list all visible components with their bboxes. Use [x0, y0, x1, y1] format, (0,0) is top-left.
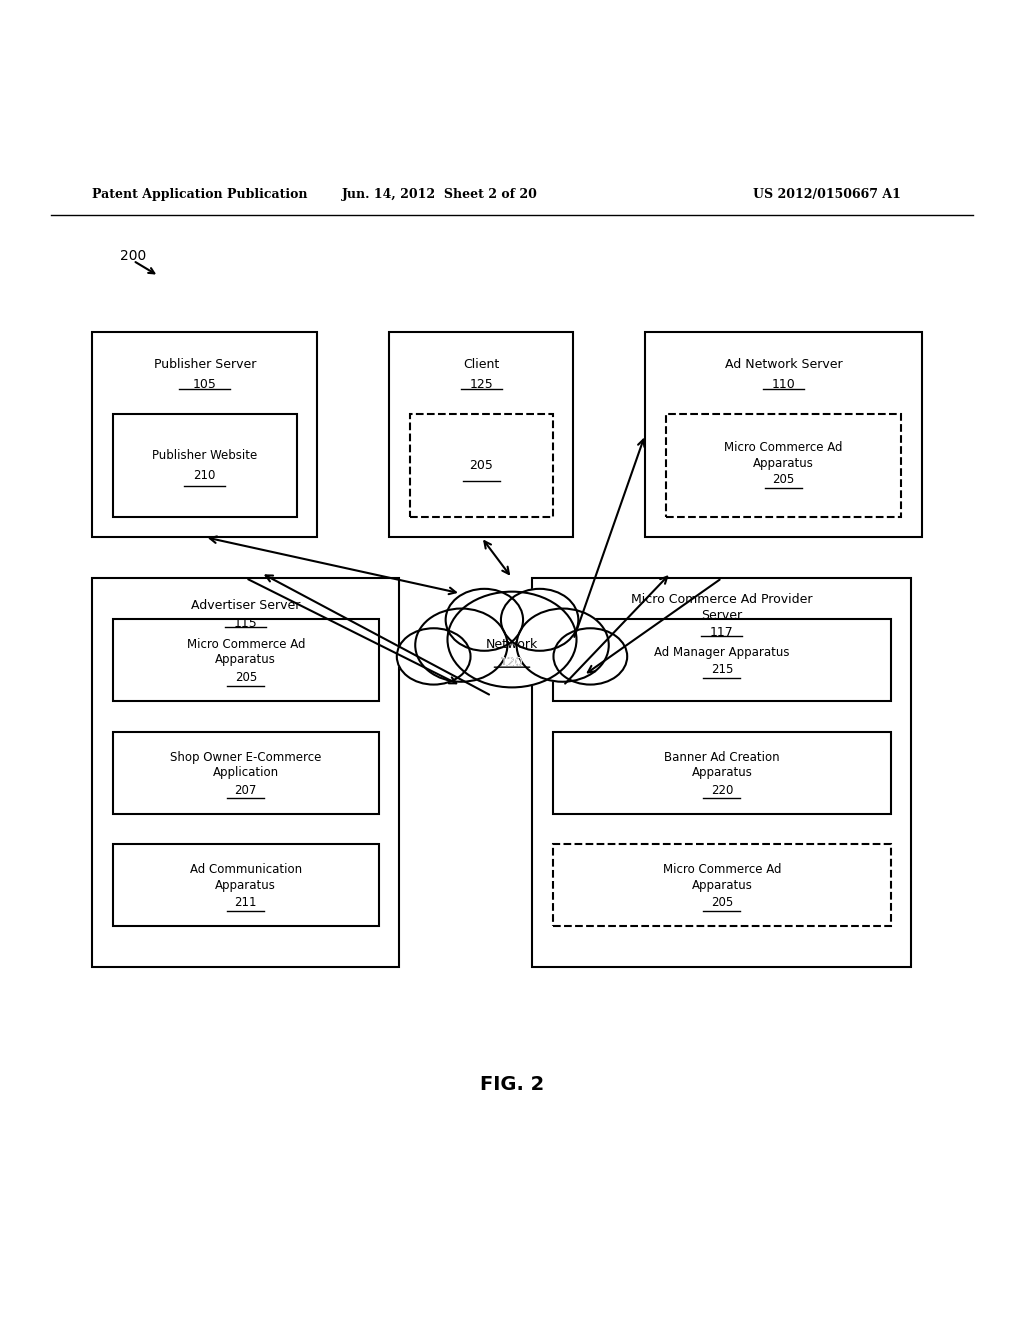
Text: Apparatus: Apparatus	[691, 879, 753, 892]
Text: Apparatus: Apparatus	[215, 653, 276, 667]
Text: 205: 205	[711, 896, 733, 909]
Text: Apparatus: Apparatus	[753, 457, 814, 470]
Text: Advertiser Server: Advertiser Server	[191, 598, 300, 611]
Text: Ad Manager Apparatus: Ad Manager Apparatus	[654, 645, 790, 659]
FancyBboxPatch shape	[553, 731, 891, 813]
Text: Apparatus: Apparatus	[691, 766, 753, 779]
Text: 125: 125	[469, 379, 494, 392]
Text: FIG. 2: FIG. 2	[480, 1076, 544, 1094]
Text: Patent Application Publication: Patent Application Publication	[92, 187, 307, 201]
Ellipse shape	[397, 628, 470, 685]
FancyBboxPatch shape	[92, 333, 317, 537]
FancyBboxPatch shape	[553, 619, 891, 701]
FancyBboxPatch shape	[92, 578, 399, 968]
Text: 105: 105	[193, 379, 217, 392]
Text: Micro Commerce Ad Provider: Micro Commerce Ad Provider	[631, 594, 813, 606]
Text: 110: 110	[771, 379, 796, 392]
Text: 200: 200	[120, 248, 146, 263]
Text: 205: 205	[234, 671, 257, 684]
Ellipse shape	[553, 628, 627, 685]
FancyBboxPatch shape	[389, 333, 573, 537]
Text: Publisher Server: Publisher Server	[154, 358, 256, 371]
FancyBboxPatch shape	[532, 578, 911, 968]
FancyBboxPatch shape	[645, 333, 922, 537]
Text: Server: Server	[701, 609, 742, 622]
Ellipse shape	[516, 609, 608, 681]
Text: Micro Commerce Ad: Micro Commerce Ad	[724, 441, 843, 454]
Text: Network: Network	[485, 638, 539, 651]
Text: 115: 115	[233, 616, 258, 630]
Text: 211: 211	[234, 896, 257, 909]
Text: Jun. 14, 2012  Sheet 2 of 20: Jun. 14, 2012 Sheet 2 of 20	[342, 187, 539, 201]
Text: 207: 207	[234, 784, 257, 796]
Text: Ad Communication: Ad Communication	[189, 863, 302, 876]
Text: Micro Commerce Ad: Micro Commerce Ad	[186, 638, 305, 651]
Text: Application: Application	[213, 766, 279, 779]
Ellipse shape	[501, 589, 579, 651]
Text: Shop Owner E-Commerce: Shop Owner E-Commerce	[170, 751, 322, 764]
Text: 205: 205	[469, 459, 494, 473]
FancyBboxPatch shape	[113, 414, 297, 516]
Ellipse shape	[416, 609, 508, 681]
Text: Micro Commerce Ad: Micro Commerce Ad	[663, 863, 781, 876]
Ellipse shape	[447, 591, 577, 688]
Text: Client: Client	[463, 358, 500, 371]
FancyBboxPatch shape	[666, 414, 901, 516]
FancyBboxPatch shape	[113, 731, 379, 813]
FancyBboxPatch shape	[113, 619, 379, 701]
Text: 220: 220	[711, 784, 733, 796]
Text: 120: 120	[500, 656, 524, 668]
Ellipse shape	[445, 589, 523, 651]
Text: Ad Network Server: Ad Network Server	[725, 358, 842, 371]
FancyBboxPatch shape	[113, 845, 379, 927]
Text: Banner Ad Creation: Banner Ad Creation	[665, 751, 779, 764]
Text: 117: 117	[710, 626, 734, 639]
FancyBboxPatch shape	[410, 414, 553, 516]
Text: Apparatus: Apparatus	[215, 879, 276, 892]
Text: 215: 215	[711, 663, 733, 676]
Text: 120: 120	[500, 656, 524, 668]
Text: US 2012/0150667 A1: US 2012/0150667 A1	[754, 187, 901, 201]
Text: 205: 205	[772, 474, 795, 486]
Text: 210: 210	[194, 469, 216, 482]
Text: Publisher Website: Publisher Website	[153, 449, 257, 462]
FancyBboxPatch shape	[553, 845, 891, 927]
